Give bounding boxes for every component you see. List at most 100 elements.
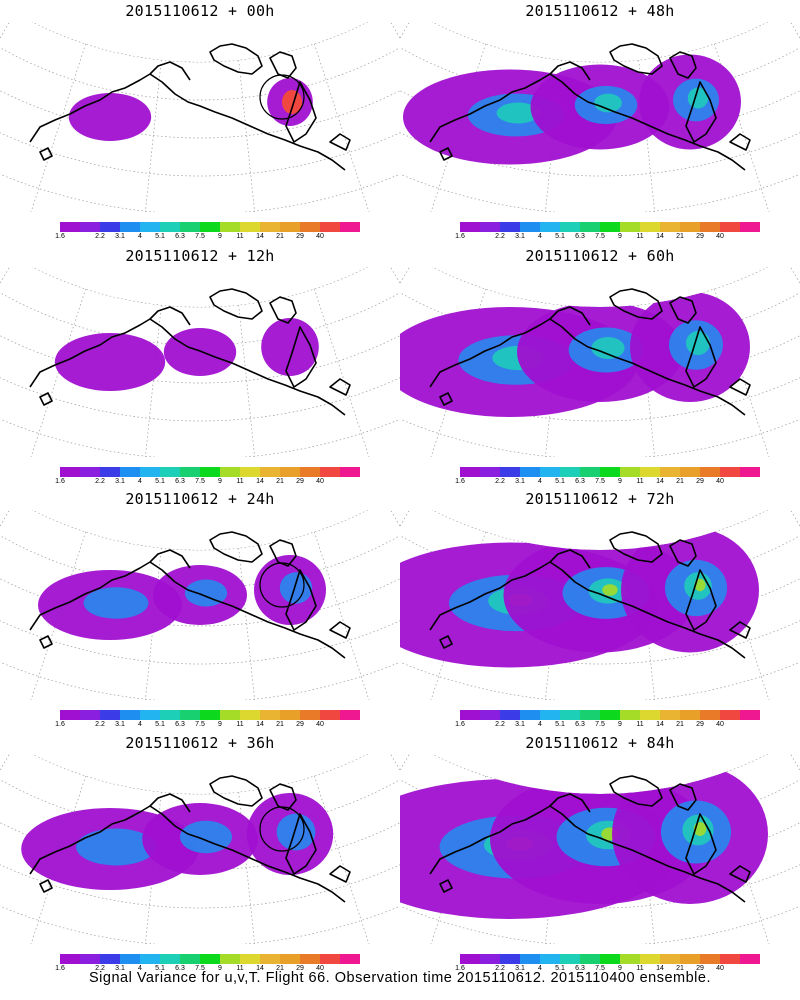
colorbar-swatch	[80, 710, 100, 720]
colorbar-tick-label: 3.1	[115, 233, 125, 240]
colorbar-tick-label: 1.6	[55, 721, 65, 728]
coastline	[29, 775, 351, 903]
figure-caption: Signal Variance for u,v,T. Flight 66. Ob…	[89, 970, 711, 986]
colorbar-tick-label: 14	[656, 965, 664, 972]
colorbar-swatch	[580, 954, 600, 964]
colorbar-swatch	[240, 710, 260, 720]
colorbar-tick-label: 6.3	[175, 478, 185, 485]
variance-field	[68, 78, 313, 141]
colorbar-tick-label: 6.3	[175, 721, 185, 728]
colorbar-tick-label: 9	[618, 233, 622, 240]
colorbar-swatch	[640, 954, 660, 964]
colorbar-swatch	[540, 222, 560, 232]
colorbar-tick-label: 14	[256, 478, 264, 485]
colorbar-tick-label: 40	[716, 721, 724, 728]
map-panel: 2015110612 + 36h 1.6 2.2 3.1 4 5.1 6.3 7.5 9 11 14…	[0, 732, 400, 972]
panel-title: 2015110612 + 72h	[525, 490, 675, 508]
colorbar-tick-label: 11	[236, 233, 244, 240]
variance-map	[400, 754, 800, 944]
colorbar-tick-label: 9	[618, 478, 622, 485]
variance-map	[400, 22, 800, 212]
colorbar-ticks: 1.6 2.2 3.1 4 5.1 6.3 7.5 9 11 14 21 29 40	[55, 233, 360, 243]
colorbar-tick-label: 7.5	[195, 965, 205, 972]
colorbar-tick-label: 3.1	[515, 721, 525, 728]
colorbar-ticks: 1.6 2.2 3.1 4 5.1 6.3 7.5 9 11 14 21 29 40	[55, 965, 360, 975]
colorbar-tick-label: 14	[256, 721, 264, 728]
panel-title: 2015110612 + 60h	[525, 247, 675, 265]
colorbar-tick-label: 2.2	[495, 233, 505, 240]
colorbar-swatch	[660, 954, 680, 964]
colorbar-swatch	[580, 222, 600, 232]
colorbar-swatch	[660, 467, 680, 477]
colorbar-swatch	[240, 467, 260, 477]
colorbar-tick-label: 4	[538, 721, 542, 728]
colorbar-tick-label: 4	[138, 721, 142, 728]
variance-map	[0, 267, 400, 457]
colorbar-tick-label: 40	[316, 478, 324, 485]
colorbar-swatch	[680, 222, 700, 232]
colorbar-tick-label: 5.1	[155, 233, 165, 240]
colorbar-tick-label: 11	[236, 965, 244, 972]
colorbar-tick-label: 29	[296, 233, 304, 240]
colorbar	[460, 954, 760, 964]
colorbar-swatch	[500, 954, 520, 964]
colorbar-tick-label: 7.5	[195, 478, 205, 485]
colorbar-tick-label: 2.2	[495, 478, 505, 485]
colorbar-swatch	[200, 222, 220, 232]
colorbar-swatch	[200, 954, 220, 964]
colorbar-swatch	[160, 710, 180, 720]
observation-circle	[259, 806, 305, 852]
colorbar-swatch	[480, 710, 500, 720]
colorbar-ticks: 1.6 2.2 3.1 4 5.1 6.3 7.5 9 11 14 21 29 40	[455, 721, 760, 731]
colorbar-tick-label: 1.6	[55, 233, 65, 240]
colorbar-swatch	[60, 222, 80, 232]
colorbar-swatch	[280, 710, 300, 720]
colorbar-tick-label: 7.5	[595, 721, 605, 728]
colorbar-tick-label: 5.1	[155, 721, 165, 728]
colorbar	[60, 954, 360, 964]
colorbar-tick-label: 21	[276, 478, 284, 485]
colorbar-swatch	[80, 467, 100, 477]
colorbar-tick-label: 4	[138, 478, 142, 485]
colorbar-tick-label: 1.6	[455, 965, 465, 972]
colorbar-swatch	[100, 710, 120, 720]
colorbar-swatch	[620, 222, 640, 232]
colorbar-tick-label: 21	[276, 233, 284, 240]
colorbar-swatch	[340, 222, 360, 232]
colorbar-tick-label: 1.6	[455, 478, 465, 485]
map-panel: 2015110612 + 12h 1.6 2.2 3.1 4 5.1 6.3 7.5 9 11 14…	[0, 245, 400, 485]
colorbar-swatch	[680, 467, 700, 477]
colorbar-tick-label: 6.3	[175, 965, 185, 972]
colorbar-tick-label: 40	[316, 233, 324, 240]
variance-map	[0, 510, 400, 700]
colorbar-swatch	[300, 222, 320, 232]
colorbar-tick-label: 3.1	[115, 721, 125, 728]
colorbar-tick-label: 9	[218, 233, 222, 240]
coastline	[29, 288, 351, 416]
colorbar-swatch	[460, 710, 480, 720]
variance-field	[400, 527, 759, 668]
colorbar-swatch	[180, 954, 200, 964]
colorbar-swatch	[600, 710, 620, 720]
colorbar-swatch	[160, 222, 180, 232]
colorbar-tick-label: 21	[676, 478, 684, 485]
colorbar-swatch	[720, 954, 740, 964]
colorbar-swatch	[580, 467, 600, 477]
coastline	[29, 531, 351, 659]
colorbar-tick-label: 3.1	[515, 478, 525, 485]
colorbar-tick-label: 40	[716, 233, 724, 240]
colorbar-swatch	[500, 222, 520, 232]
colorbar-swatch	[520, 710, 540, 720]
colorbar-swatch	[720, 222, 740, 232]
colorbar-tick-label: 9	[218, 478, 222, 485]
colorbar-swatch	[700, 222, 720, 232]
colorbar-tick-label: 4	[538, 233, 542, 240]
colorbar-tick-label: 1.6	[55, 478, 65, 485]
colorbar-ticks: 1.6 2.2 3.1 4 5.1 6.3 7.5 9 11 14 21 29 40	[455, 233, 760, 243]
panel-title: 2015110612 + 84h	[525, 734, 675, 752]
map-panel: 2015110612 + 24h 1.6 2.2 3.1 4 5.1 6.3 7.5 9 11 14…	[0, 488, 400, 728]
colorbar-tick-label: 21	[276, 721, 284, 728]
colorbar-swatch	[620, 710, 640, 720]
colorbar-swatch	[560, 954, 580, 964]
observation-circle	[259, 562, 305, 608]
